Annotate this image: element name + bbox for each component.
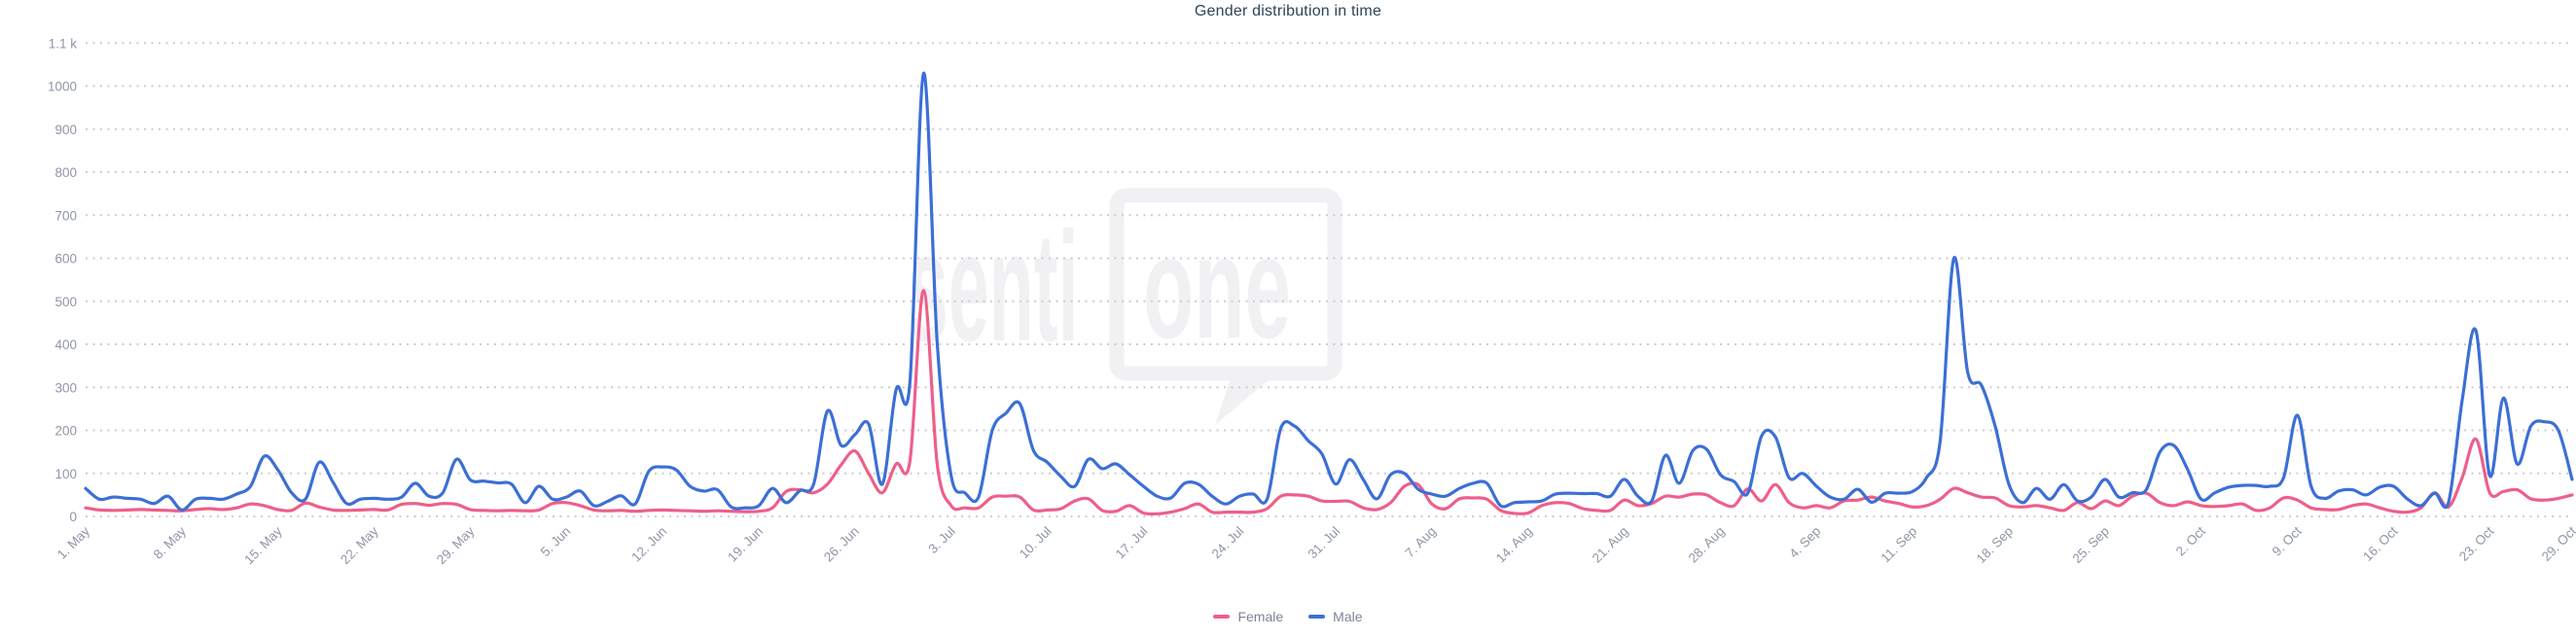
watermark-speech-bubble: [1109, 188, 1342, 381]
x-axis-label-1-May: 1. May: [54, 523, 92, 561]
y-axis-label-1000: 1000: [48, 80, 77, 94]
x-axis-label-22-May: 22. May: [338, 523, 381, 567]
y-axis-label-300: 300: [54, 380, 77, 395]
x-axis-label-18-Sep: 18. Sep: [1974, 524, 2017, 567]
female-series-line[interactable]: [84, 289, 2574, 516]
x-axis-label-17-Jul: 17. Jul: [1113, 524, 1151, 562]
x-axis-label-9-Oct: 9. Oct: [2270, 523, 2305, 558]
y-axis-label-500: 500: [54, 295, 77, 309]
x-axis-label-29-May: 29. May: [434, 523, 478, 567]
x-axis-label-12-Jun: 12. Jun: [628, 524, 669, 565]
watermark-one-text: one: [1143, 205, 1291, 369]
x-axis-label-14-Aug: 14. Aug: [1493, 524, 1535, 566]
legend-item-male[interactable]: Male: [1308, 609, 1363, 624]
x-axis-label-11-Sep: 11. Sep: [1878, 524, 1920, 566]
y-axis-label-200: 200: [54, 424, 77, 439]
x-axis-label-31-Jul: 31. Jul: [1305, 524, 1342, 562]
x-axis-label-16-Oct: 16. Oct: [2360, 523, 2401, 564]
x-axis-label-5-Jun: 5. Jun: [538, 524, 574, 560]
y-axis-label-600: 600: [54, 252, 77, 266]
y-axis-label-0: 0: [69, 510, 77, 524]
x-axis-label-24-Jul: 24. Jul: [1209, 524, 1247, 562]
chart-legend: Female Male: [0, 609, 2576, 624]
x-axis-label-25-Sep: 25. Sep: [2070, 524, 2113, 567]
x-axis-label-21-Aug: 21. Aug: [1590, 524, 1631, 566]
x-axis-label-26-Jun: 26. Jun: [821, 524, 862, 565]
x-axis-label-19-Jun: 19. Jun: [725, 524, 766, 565]
x-axis-label-28-Aug: 28. Aug: [1686, 524, 1728, 566]
x-axis-label-7-Aug: 7. Aug: [1402, 524, 1439, 561]
y-axis-label-400: 400: [54, 337, 77, 352]
chart-title: Gender distribution in time: [1194, 3, 1382, 19]
y-axis-label-100: 100: [54, 467, 77, 481]
y-axis-label-700: 700: [54, 208, 77, 223]
male-series-line[interactable]: [84, 71, 2574, 512]
x-axis-label-23-Oct: 23. Oct: [2456, 523, 2497, 564]
female-line-swatch-icon: [1213, 615, 1231, 619]
x-axis-label-29-Oct: 29. Oct: [2539, 523, 2576, 564]
y-axis-label-1100: 1.1 k: [49, 36, 78, 51]
x-axis-label-4-Sep: 4. Sep: [1786, 524, 1823, 561]
x-axis-label-2-Oct: 2. Oct: [2173, 523, 2208, 558]
y-axis-label-900: 900: [54, 123, 77, 137]
legend-label-male: Male: [1333, 609, 1363, 624]
x-axis-label-15-May: 15. May: [241, 523, 285, 567]
watermark-bubble-tail: [1215, 372, 1277, 425]
legend-item-female[interactable]: Female: [1213, 609, 1283, 624]
y-axis-label-800: 800: [54, 165, 77, 180]
x-axis-label-8-May: 8. May: [151, 523, 189, 561]
x-axis-label-10-Jul: 10. Jul: [1017, 524, 1055, 562]
x-axis-label-3-Jul: 3. Jul: [925, 524, 957, 556]
legend-label-female: Female: [1237, 609, 1284, 624]
male-line-swatch-icon: [1308, 615, 1326, 619]
